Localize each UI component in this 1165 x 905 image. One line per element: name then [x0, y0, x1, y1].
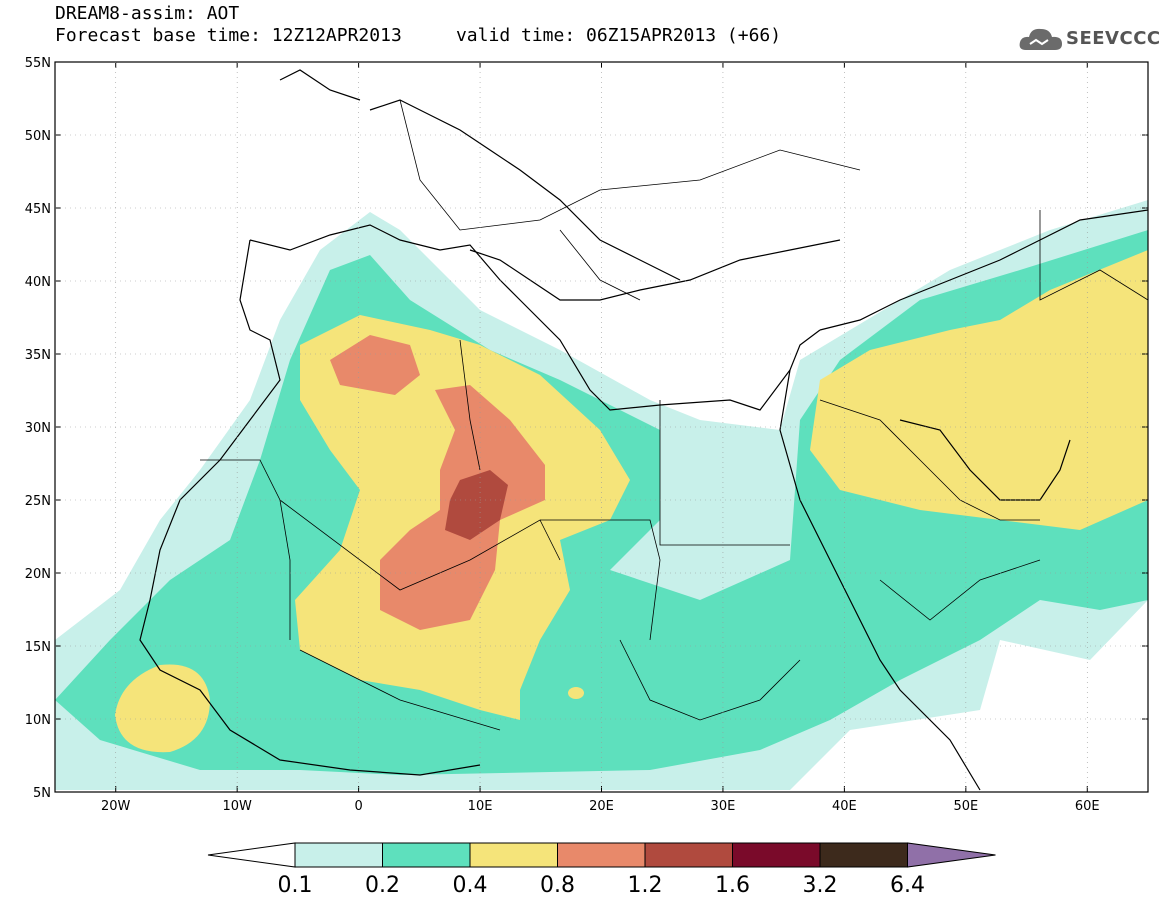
cloud-icon	[1019, 28, 1062, 50]
colorbar-label: 6.4	[890, 873, 925, 898]
logo-text: SEEVCCC	[1066, 28, 1161, 49]
lon-label: 20W	[101, 799, 131, 814]
colorbar-labels: 0.1 0.2 0.4 0.8 1.2 1.6 3.2 6.4	[278, 873, 926, 898]
lat-label: 45N	[25, 202, 51, 217]
lon-label: 40E	[832, 799, 857, 814]
lat-label: 50N	[25, 129, 51, 144]
colorbar-label: 1.6	[715, 873, 750, 898]
colorbar-swatch	[732, 842, 821, 868]
map-title: DREAM8-assim: AOT	[55, 3, 240, 24]
aot-contour-1-2	[445, 470, 508, 540]
colorbar-swatch	[294, 842, 383, 868]
lon-label: 20E	[589, 799, 614, 814]
colorbar-label: 3.2	[803, 873, 838, 898]
colorbar-swatch	[907, 842, 996, 868]
colorbar-swatch	[207, 842, 296, 868]
colorbar-swatch	[819, 842, 908, 868]
colorbar-swatch	[469, 842, 558, 868]
lon-label: 0	[354, 799, 362, 814]
colorbar-label: 0.8	[540, 873, 575, 898]
colorbar-swatch	[644, 842, 733, 868]
lat-label: 55N	[25, 56, 51, 71]
lat-label: 20N	[25, 567, 51, 582]
lon-label: 50E	[953, 799, 978, 814]
lon-label: 30E	[711, 799, 736, 814]
lat-label: 35N	[25, 348, 51, 363]
colorbar-swatches	[207, 842, 996, 868]
longitude-axis: 20W 10W 0 10E 20E 30E 40E 50E 60E	[101, 62, 1100, 814]
seevccc-logo: SEEVCCC	[1018, 22, 1161, 56]
lat-label: 40N	[25, 275, 51, 290]
lat-label: 25N	[25, 494, 51, 509]
lat-label: 10N	[25, 713, 51, 728]
colorbar-swatch	[557, 842, 646, 868]
forecast-time-subtitle: Forecast base time: 12Z12APR2013 valid t…	[55, 25, 782, 46]
colorbar-label: 0.4	[453, 873, 488, 898]
lat-label: 5N	[33, 786, 51, 801]
colorbar-label: 0.2	[365, 873, 400, 898]
colorbar-label: 0.1	[278, 873, 313, 898]
lon-label: 10W	[222, 799, 252, 814]
lon-label: 60E	[1075, 799, 1100, 814]
lon-label: 10E	[468, 799, 493, 814]
lat-label: 15N	[25, 640, 51, 655]
colorbar-swatch	[382, 842, 471, 868]
lat-label: 30N	[25, 421, 51, 436]
coastlines	[139, 69, 1148, 791]
country-borders	[200, 99, 1148, 731]
colorbar-label: 1.2	[628, 873, 663, 898]
